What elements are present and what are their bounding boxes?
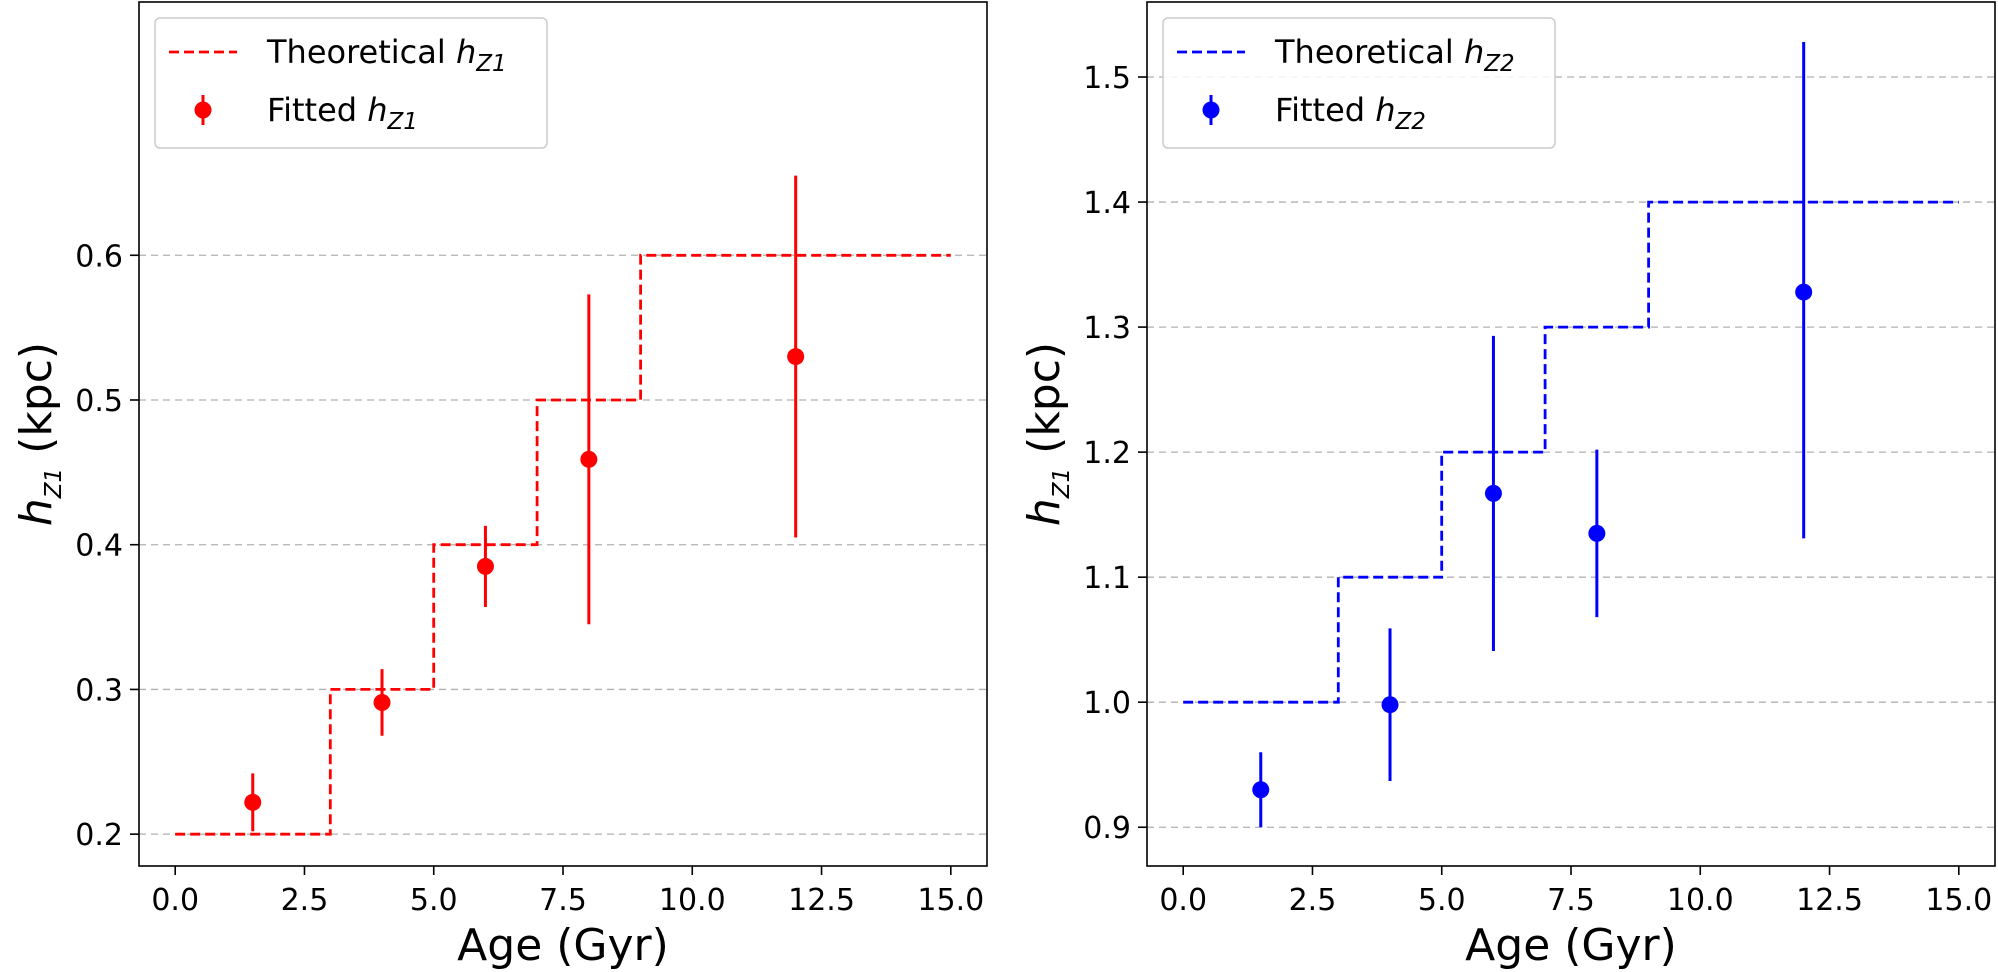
y-tick-label: 0.9 bbox=[1083, 811, 1131, 846]
data-point bbox=[1381, 696, 1399, 714]
data-point bbox=[787, 348, 805, 366]
legend-box bbox=[1162, 17, 1556, 149]
x-tick-label: 10.0 bbox=[659, 883, 726, 918]
legend-label-theoretical: Theoretical hZ2 bbox=[1274, 33, 1515, 77]
y-tick-label: 1.4 bbox=[1083, 186, 1131, 221]
y-axis-title: hZ1 (kpc) bbox=[11, 342, 67, 526]
data-point bbox=[476, 557, 494, 575]
data-point bbox=[1588, 524, 1606, 542]
y-tick-label: 1.3 bbox=[1083, 311, 1131, 346]
y-axis-title: hZ1 (kpc) bbox=[1019, 342, 1075, 526]
x-axis-title: Age (Gyr) bbox=[457, 920, 669, 971]
legend-label-sub: Z1 bbox=[387, 109, 418, 135]
x-tick-label: 5.0 bbox=[1418, 883, 1466, 918]
x-tick-label: 15.0 bbox=[917, 883, 984, 918]
panel-2: 0.0 2.5 5.0 7.5 10.0 12.5 15.0 0.9 1.0 1.1 1.2 1.3 1… bbox=[1019, 1, 1996, 971]
data-point bbox=[1795, 283, 1813, 301]
x-tick-label: 7.5 bbox=[1547, 883, 1595, 918]
legend-label-fitted: Fitted hZ1 bbox=[267, 91, 418, 135]
x-tick-label: 0.0 bbox=[1159, 883, 1207, 918]
legend-label-fitted: Fitted hZ2 bbox=[1275, 91, 1426, 135]
legend-label-sub: Z2 bbox=[1483, 51, 1514, 77]
y-axis-sub: Z1 bbox=[41, 468, 67, 499]
x-tick-label: 2.5 bbox=[1289, 883, 1337, 918]
x-axis-title: Age (Gyr) bbox=[1465, 920, 1677, 971]
legend-box bbox=[154, 17, 548, 149]
data-point bbox=[244, 793, 262, 811]
y-tick-label: 1.1 bbox=[1083, 561, 1131, 596]
y-tick-label: 0.2 bbox=[75, 818, 123, 853]
x-tick-label: 0.0 bbox=[151, 883, 199, 918]
legend-label-var: h bbox=[1375, 91, 1395, 129]
y-tick-label: 1.5 bbox=[1083, 61, 1131, 96]
y-axis-var: h bbox=[1019, 498, 1070, 526]
legend-marker-swatch bbox=[1202, 101, 1220, 119]
x-tick-label: 15.0 bbox=[1925, 883, 1992, 918]
theoretical-step-line bbox=[175, 253, 951, 836]
data-point bbox=[1484, 484, 1502, 502]
y-axis-unit: (kpc) bbox=[1019, 342, 1070, 468]
legend-label-var: h bbox=[1464, 33, 1484, 71]
legend-label-var: h bbox=[456, 33, 476, 71]
x-tick-label: 10.0 bbox=[1667, 883, 1734, 918]
data-point bbox=[580, 450, 598, 468]
legend-marker-swatch bbox=[194, 101, 212, 119]
legend-label-theoretical: Theoretical hZ1 bbox=[266, 33, 507, 77]
y-tick-label: 0.4 bbox=[75, 529, 123, 564]
y-tick-label: 1.0 bbox=[1083, 686, 1131, 721]
y-axis-sub: Z1 bbox=[1049, 468, 1075, 499]
legend-label-text: Theoretical bbox=[266, 33, 456, 71]
y-tick-label: 0.5 bbox=[75, 384, 123, 419]
legend-label-text: Fitted bbox=[267, 91, 367, 129]
legend-label-text: Theoretical bbox=[1274, 33, 1464, 71]
x-tick-label: 7.5 bbox=[539, 883, 587, 918]
legend-label-var: h bbox=[367, 91, 387, 129]
y-tick-label: 0.3 bbox=[75, 673, 123, 708]
y-tick-label: 1.2 bbox=[1083, 436, 1131, 471]
x-tick-label: 2.5 bbox=[281, 883, 329, 918]
y-axis-unit: (kpc) bbox=[11, 342, 62, 468]
legend-label-text: Fitted bbox=[1275, 91, 1375, 129]
legend-label-sub: Z1 bbox=[475, 51, 506, 77]
y-tick-label: 0.6 bbox=[75, 239, 123, 274]
x-tick-label: 12.5 bbox=[788, 883, 855, 918]
data-point bbox=[373, 693, 391, 711]
data-point bbox=[1252, 781, 1270, 799]
x-tick-label: 5.0 bbox=[410, 883, 458, 918]
y-axis-var: h bbox=[11, 498, 62, 526]
legend-label-sub: Z2 bbox=[1395, 109, 1426, 135]
x-tick-label: 12.5 bbox=[1796, 883, 1863, 918]
panel-1: 0.0 2.5 5.0 7.5 10.0 12.5 15.0 0.2 0.3 0.4 0.5 0.6 A… bbox=[11, 1, 988, 971]
